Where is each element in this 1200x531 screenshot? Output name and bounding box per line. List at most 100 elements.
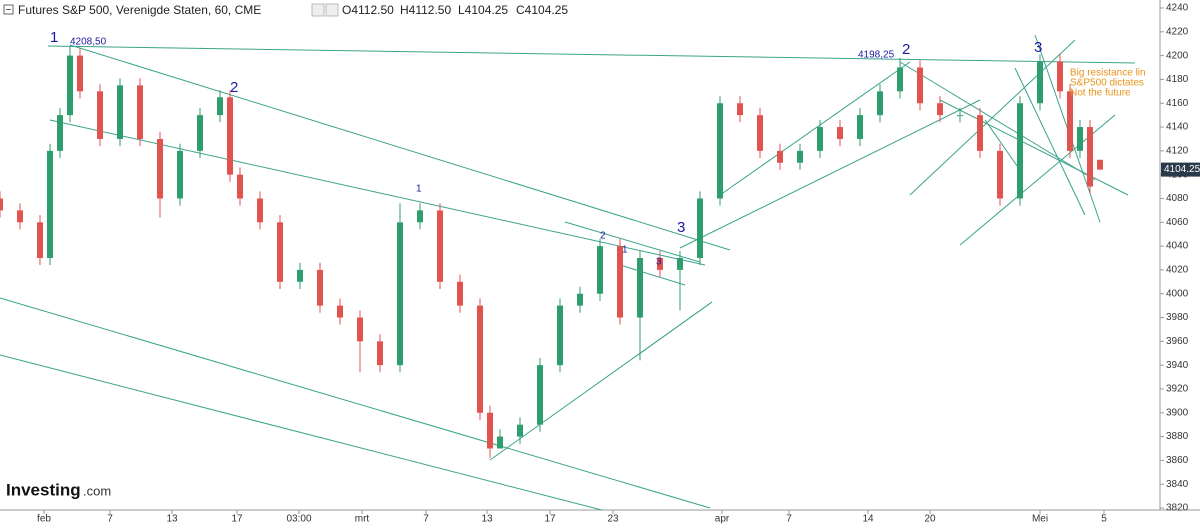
candle-body bbox=[717, 103, 723, 199]
annotation: 4208,50 bbox=[70, 37, 107, 48]
x-tick-label: 14 bbox=[862, 514, 874, 525]
last-price-label: 4104.25 bbox=[1164, 164, 1200, 175]
ohlc-high: H4112.50 bbox=[400, 3, 451, 17]
candle-body bbox=[897, 67, 903, 92]
y-tick-label: 4220 bbox=[1166, 26, 1189, 37]
candle-body bbox=[1077, 127, 1083, 151]
candle-body bbox=[137, 85, 143, 139]
candle-body bbox=[297, 269, 303, 282]
x-tick-label: 03:00 bbox=[286, 514, 311, 525]
trendline bbox=[899, 61, 1096, 181]
y-tick-label: 3860 bbox=[1166, 455, 1189, 466]
trendline bbox=[0, 297, 711, 509]
annotation: S&P500 dictates bbox=[1070, 78, 1144, 89]
candle-body bbox=[177, 150, 183, 199]
candle-body bbox=[697, 198, 703, 258]
annotation: 2 bbox=[600, 231, 606, 242]
candle-body bbox=[1057, 61, 1063, 92]
candle-body bbox=[817, 127, 823, 151]
annotation: 1 bbox=[416, 184, 422, 195]
candle-body bbox=[157, 138, 163, 199]
trendline bbox=[0, 354, 604, 510]
candle-body bbox=[437, 210, 443, 282]
candle-body bbox=[877, 91, 883, 116]
annotation: 2 bbox=[902, 41, 910, 58]
candle-body bbox=[487, 412, 493, 449]
last-price-box bbox=[1161, 162, 1200, 177]
x-tick-label: apr bbox=[715, 514, 730, 525]
candle-body bbox=[397, 222, 403, 366]
collapse-icon[interactable] bbox=[3, 4, 14, 15]
candle-body bbox=[917, 67, 923, 104]
candle-body bbox=[577, 293, 583, 306]
ohlc-open: O4112.50 bbox=[342, 3, 394, 17]
y-tick-label: 3880 bbox=[1166, 431, 1189, 442]
x-tick-label: 7 bbox=[423, 514, 429, 525]
logo-brand: Investing bbox=[6, 480, 81, 499]
candle-body bbox=[1067, 91, 1073, 151]
candle-body bbox=[377, 341, 383, 366]
y-tick-label: 4120 bbox=[1166, 145, 1189, 156]
candle-body bbox=[617, 246, 623, 318]
y-tick-label: 4240 bbox=[1166, 3, 1189, 14]
candle-body bbox=[117, 85, 123, 139]
candle-body bbox=[217, 97, 223, 116]
chart-title: Futures S&P 500, Verenigde Staten, 60, C… bbox=[18, 3, 261, 17]
annotation: Big resistance lin bbox=[1070, 68, 1146, 79]
y-tick-label: 4040 bbox=[1166, 241, 1189, 252]
x-tick-label: Mei bbox=[1032, 514, 1048, 525]
x-tick-label: 7 bbox=[107, 514, 113, 525]
candle-body bbox=[797, 150, 803, 163]
trendline bbox=[69, 44, 731, 251]
trendline bbox=[634, 301, 713, 358]
candle-body bbox=[677, 258, 683, 270]
trendline bbox=[984, 119, 1021, 171]
trendlines bbox=[0, 34, 1136, 510]
x-tick-label: 23 bbox=[607, 514, 619, 525]
close-icon[interactable] bbox=[325, 3, 339, 17]
candle-body bbox=[757, 115, 763, 151]
x-tick-label: 17 bbox=[231, 514, 243, 525]
x-tick-label: 7 bbox=[786, 514, 792, 525]
annotation: 3 bbox=[656, 257, 662, 268]
y-tick-label: 3820 bbox=[1166, 503, 1189, 514]
y-tick-label: 3960 bbox=[1166, 336, 1189, 347]
candle-body bbox=[17, 210, 23, 223]
candle-body bbox=[277, 222, 283, 282]
y-tick-label: 3900 bbox=[1166, 407, 1189, 418]
trendline bbox=[909, 39, 1076, 196]
candle-body bbox=[537, 365, 543, 425]
annotation: 2 bbox=[230, 79, 238, 96]
candle-body bbox=[1097, 159, 1103, 170]
candle-body bbox=[77, 55, 83, 92]
y-tick-label: 4160 bbox=[1166, 98, 1189, 109]
candle-body bbox=[257, 198, 263, 223]
candle-body bbox=[357, 317, 363, 342]
candle-body bbox=[637, 258, 643, 318]
candle-body bbox=[557, 305, 563, 366]
candle-body bbox=[657, 258, 663, 270]
candle-body bbox=[57, 115, 63, 151]
x-tick-label: 13 bbox=[166, 514, 178, 525]
candle-body bbox=[937, 103, 943, 116]
y-tick-label: 4140 bbox=[1166, 122, 1189, 133]
candle-body bbox=[997, 150, 1003, 199]
annotation: Not the future bbox=[1070, 88, 1131, 99]
ohlc-low: L4104.25 bbox=[458, 3, 508, 17]
candle-body bbox=[47, 150, 53, 258]
candle-body bbox=[37, 222, 43, 258]
x-tick-label: 20 bbox=[924, 514, 936, 525]
x-tick-label: 17 bbox=[544, 514, 556, 525]
candle-body bbox=[737, 103, 743, 116]
candle-body bbox=[597, 246, 603, 294]
candle-body bbox=[67, 55, 73, 116]
trendline bbox=[719, 61, 911, 196]
annotation: 4198,25 bbox=[858, 50, 895, 61]
y-tick-label: 3940 bbox=[1166, 360, 1189, 371]
x-tick-label: 13 bbox=[481, 514, 493, 525]
settings-icon[interactable] bbox=[311, 3, 325, 17]
y-tick-label: 3980 bbox=[1166, 312, 1189, 323]
candle-body bbox=[477, 305, 483, 413]
candle-body bbox=[857, 115, 863, 139]
trendline bbox=[679, 99, 981, 249]
